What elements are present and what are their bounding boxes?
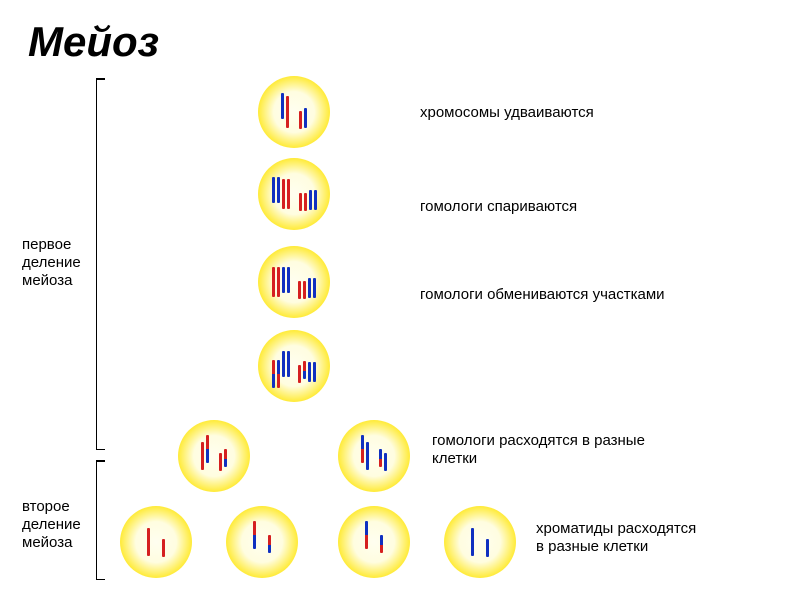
chromosome — [287, 179, 290, 209]
chromosome — [253, 521, 256, 549]
label-stage-3: гомологи обмениваются участками — [420, 286, 665, 304]
chromosome — [304, 108, 307, 128]
chromosome — [272, 360, 275, 388]
chromosome — [272, 267, 275, 297]
chromosome — [486, 539, 489, 557]
label-second-division: второеделениемейоза — [22, 498, 81, 552]
chromosome — [379, 449, 382, 467]
cell-inner — [444, 506, 516, 578]
chromosome — [219, 453, 222, 471]
cell-inner — [178, 420, 250, 492]
chromosome — [277, 360, 280, 388]
chromosome — [313, 278, 316, 298]
cell-inner — [120, 506, 192, 578]
chromosome — [471, 528, 474, 556]
cell-inner — [226, 506, 298, 578]
cell-stage-5b — [338, 420, 410, 492]
chromosome — [384, 453, 387, 471]
cell-inner — [338, 420, 410, 492]
chromosome — [299, 111, 302, 129]
cell-stage-5a — [178, 420, 250, 492]
chromosome — [286, 96, 289, 128]
chromosome — [365, 521, 368, 549]
chromosome — [303, 281, 306, 299]
chromosome — [308, 278, 311, 298]
label-stage-1: хромосомы удваиваются — [420, 104, 594, 122]
cell-stage-6d — [444, 506, 516, 578]
chromosome — [361, 435, 364, 463]
chromosome — [303, 361, 306, 379]
chromosome — [314, 190, 317, 210]
chromosome — [147, 528, 150, 556]
cell-inner — [258, 76, 330, 148]
chromosome — [277, 267, 280, 297]
chromosome — [282, 351, 285, 377]
chromosome — [366, 442, 369, 470]
chromosome — [287, 351, 290, 377]
cell-stage-1 — [258, 76, 330, 148]
chromosome — [162, 539, 165, 557]
chromosome — [277, 177, 280, 203]
chromosome — [282, 267, 285, 293]
chromosome — [268, 535, 271, 553]
page-title: Мейоз — [28, 18, 159, 66]
chromosome — [282, 179, 285, 209]
chromosome — [304, 193, 307, 211]
chromosome — [281, 93, 284, 119]
chromosome — [224, 449, 227, 467]
cell-inner — [258, 158, 330, 230]
bracket-first-division — [96, 78, 97, 450]
cell-stage-6c — [338, 506, 410, 578]
chromosome — [308, 362, 311, 382]
cell-inner — [258, 246, 330, 318]
chromosome — [309, 190, 312, 210]
chromosome — [298, 281, 301, 299]
cell-stage-3 — [258, 246, 330, 318]
cell-stage-6a — [120, 506, 192, 578]
chromosome — [287, 267, 290, 293]
bracket-second-division — [96, 460, 97, 580]
chromosome — [313, 362, 316, 382]
chromosome — [272, 177, 275, 203]
label-stage-5: хроматиды расходятсяв разные клетки — [536, 520, 696, 556]
label-stage-2: гомологи спариваются — [420, 198, 577, 216]
cell-inner — [258, 330, 330, 402]
label-first-division: первоеделениемейоза — [22, 236, 81, 290]
chromosome — [298, 365, 301, 383]
chromosome — [299, 193, 302, 211]
label-stage-4: гомологи расходятся в разныеклетки — [432, 432, 645, 468]
cell-stage-4 — [258, 330, 330, 402]
cell-stage-6b — [226, 506, 298, 578]
cell-inner — [338, 506, 410, 578]
chromosome — [206, 435, 209, 463]
cell-stage-2 — [258, 158, 330, 230]
chromosome — [380, 535, 383, 553]
chromosome — [201, 442, 204, 470]
